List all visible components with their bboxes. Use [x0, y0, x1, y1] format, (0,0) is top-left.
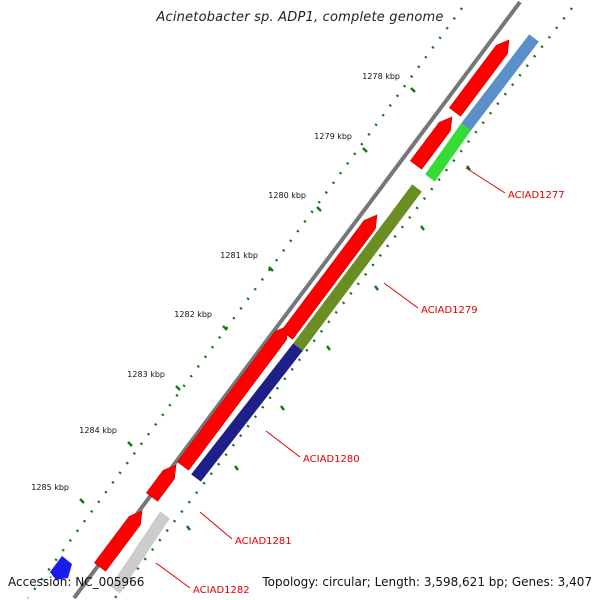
inner-tick-mark [326, 345, 331, 351]
gene-labels: ACIAD1277 ACIAD1279 ACIAD1280 ACIAD1281 ACIA… [155, 167, 565, 596]
tick-label: 1281 kbp [220, 251, 258, 260]
tick-mark [79, 498, 85, 504]
cds-arrow [145, 464, 177, 502]
genome-summary-text: Topology: circular; Length: 3,598,621 bp… [262, 575, 592, 589]
gene-bar-aciad1277 [425, 123, 471, 182]
cds-track [93, 39, 510, 572]
gene-leader-line [465, 167, 506, 194]
tick-label: 1283 kbp [127, 370, 165, 379]
cds-arrow [280, 214, 378, 340]
gene-track [50, 34, 539, 594]
tick-label: 1282 kbp [174, 310, 212, 319]
feature-block [461, 34, 539, 131]
tick-mark [175, 385, 181, 391]
gene-bar-aciad1280 [191, 343, 303, 482]
tick-marks [79, 87, 471, 531]
inner-tick-mark [420, 225, 425, 231]
gene-leader-line [155, 562, 191, 589]
gene-label: ACIAD1282 [193, 585, 250, 596]
tick-labels: 1278 kbp 1279 kbp 1280 kbp 1281 kbp 1282 kbp… [31, 72, 400, 492]
gene-leader-line [265, 430, 301, 458]
gene-bar-aciad1279 [293, 184, 422, 351]
gene-bar-aciad1282 [110, 511, 170, 594]
tick-mark [316, 206, 322, 212]
tick-label: 1284 kbp [79, 426, 117, 435]
inner-tick-mark [186, 525, 191, 531]
tick-mark [362, 147, 368, 153]
tick-mark [222, 325, 228, 331]
gene-label: ACIAD1281 [235, 536, 292, 547]
gene-leader-line [383, 282, 419, 309]
outer-dotted-track [26, 7, 464, 599]
genome-backbone [72, 0, 522, 600]
feature-block-bottom [50, 556, 72, 580]
tick-mark [410, 87, 416, 93]
inner-tick-mark [234, 465, 239, 471]
tick-mark [268, 266, 274, 272]
map-title: Acinetobacter sp. ADP1, complete genome [156, 10, 444, 25]
cds-arrow [93, 510, 143, 572]
inner-dotted-track [114, 7, 573, 599]
gene-label: ACIAD1280 [303, 454, 360, 465]
cds-arrow [448, 39, 510, 117]
inner-tick-mark [280, 405, 285, 411]
tick-label: 1285 kbp [31, 483, 69, 492]
gene-leader-line [199, 511, 233, 540]
tick-label: 1280 kbp [268, 191, 306, 200]
tick-mark [127, 441, 133, 447]
inner-tick-mark [466, 165, 471, 171]
cds-arrow [176, 325, 289, 471]
accession-text: Accession: NC_005966 [8, 575, 145, 589]
cds-arrow [409, 116, 453, 170]
tick-label: 1278 kbp [362, 72, 400, 81]
gene-label: ACIAD1277 [508, 190, 565, 201]
tick-label: 1279 kbp [314, 132, 352, 141]
gene-label: ACIAD1279 [421, 305, 478, 316]
inner-tick-mark [374, 285, 379, 291]
